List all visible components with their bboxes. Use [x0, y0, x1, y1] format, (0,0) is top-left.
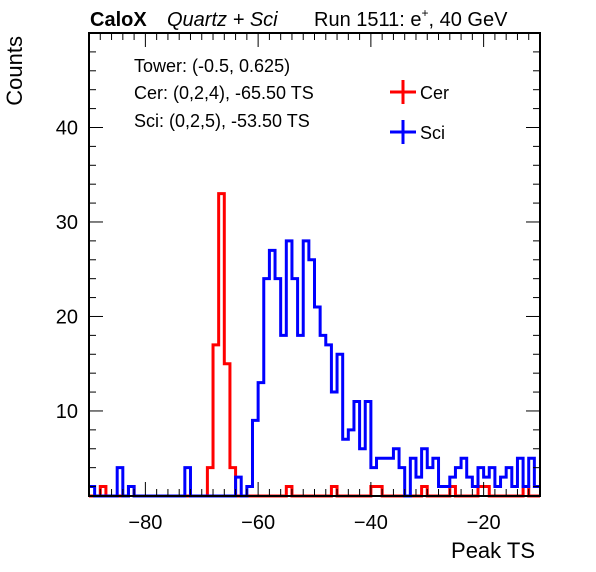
- y-tick-label: 10: [56, 401, 78, 423]
- series-cer-line: [89, 192, 540, 498]
- info-box: Tower: (-0.5, 0.625) Cer: (0,2,4), -65.5…: [134, 56, 314, 131]
- particle-charge: +: [422, 6, 429, 20]
- x-tick-label: −20: [467, 512, 501, 534]
- info-cer: Cer: (0,2,4), -65.50 TS: [134, 83, 314, 103]
- beam-energy: , 40 GeV: [429, 9, 509, 31]
- y-axis-title: Counts: [2, 36, 27, 106]
- y-tick-label: 20: [56, 306, 78, 328]
- x-axis-title: Peak TS: [451, 538, 535, 563]
- info-tower: Tower: (-0.5, 0.625): [134, 56, 290, 76]
- legend: Cer Sci: [390, 80, 449, 144]
- experiment-name: CaloX: [90, 9, 147, 31]
- legend-label-sci: Sci: [420, 123, 445, 143]
- run-label-text: Run 1511: e: [314, 9, 422, 31]
- run-label: Run 1511: e+, 40 GeV: [314, 6, 508, 31]
- x-tick-label: −60: [241, 512, 275, 534]
- info-sci: Sci: (0,2,5), -53.50 TS: [134, 111, 310, 131]
- series-layer: [89, 192, 540, 498]
- x-tick-label: −80: [128, 512, 162, 534]
- legend-label-cer: Cer: [420, 83, 449, 103]
- tick-layer: −80 −60 −40 −20 10 20 30 40: [56, 32, 541, 534]
- x-tick-label: −40: [354, 512, 388, 534]
- detector-subtitle: Quartz + Sci: [167, 9, 278, 31]
- series-sci-line: [89, 239, 540, 498]
- y-tick-label: 40: [56, 117, 78, 139]
- y-tick-label: 30: [56, 212, 78, 234]
